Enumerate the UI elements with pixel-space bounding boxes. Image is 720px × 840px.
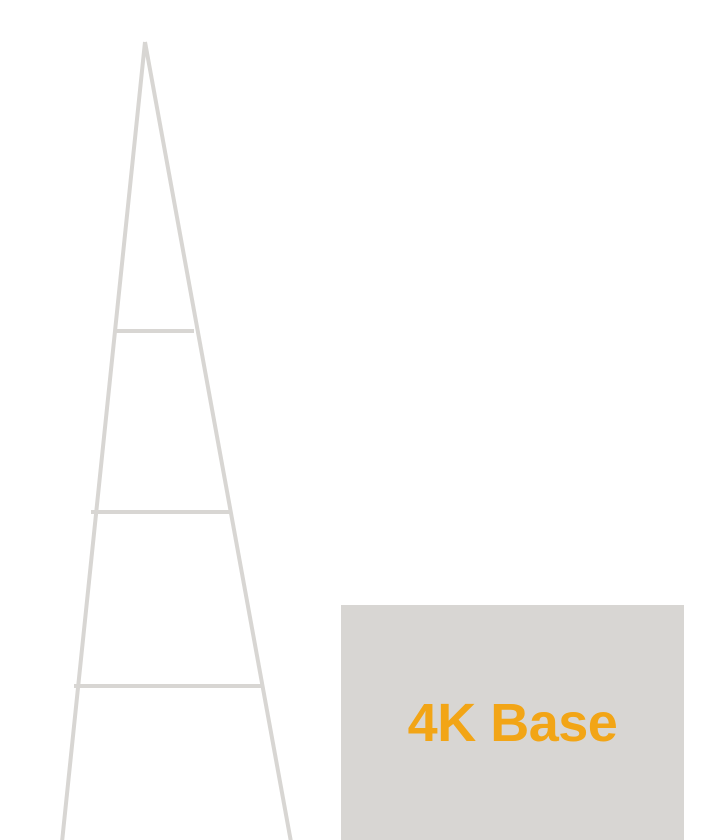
ladder-left-rail	[60, 41, 147, 840]
product-card: 4K Base	[341, 605, 684, 840]
card-label: 4K Base	[407, 693, 618, 753]
ladder-right-rail	[143, 41, 293, 840]
